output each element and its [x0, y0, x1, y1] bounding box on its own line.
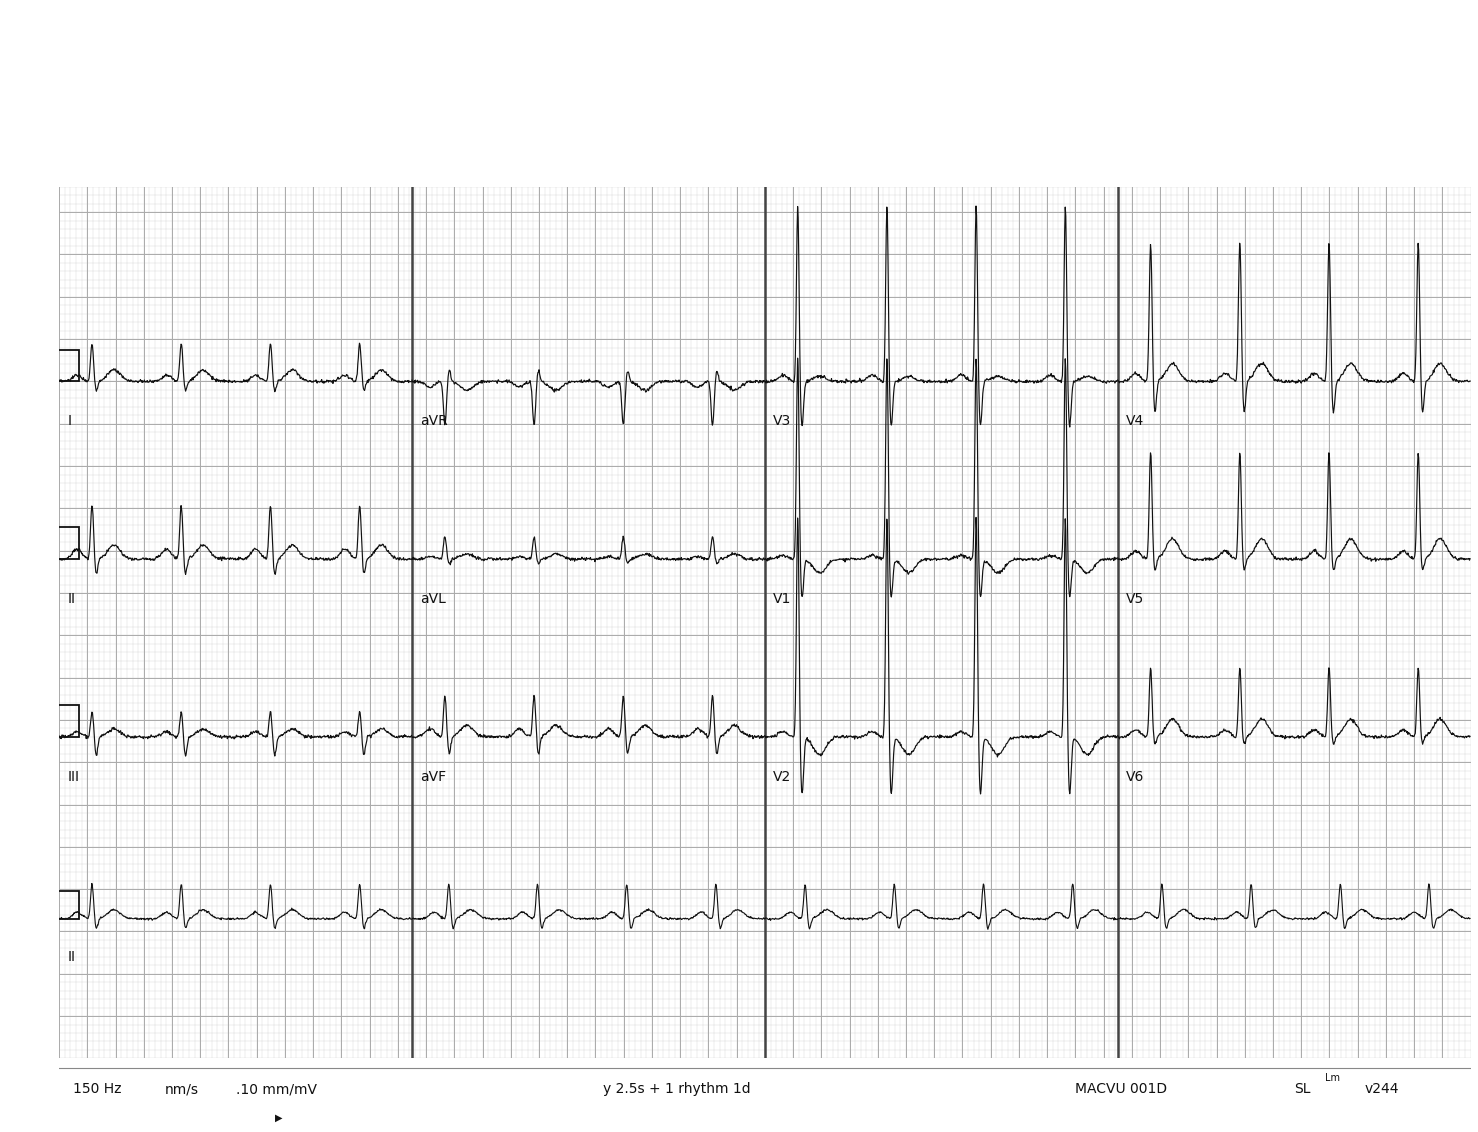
Bar: [53, 891, 78, 919]
Text: V3: V3: [773, 414, 792, 428]
Text: .10 mm/mV: .10 mm/mV: [235, 1082, 316, 1096]
Text: V5: V5: [1126, 592, 1144, 606]
Bar: [53, 705, 78, 737]
Bar: [53, 350, 78, 381]
Text: aVL: aVL: [420, 592, 446, 606]
Text: aVR: aVR: [420, 414, 448, 428]
Text: aVF: aVF: [420, 770, 446, 783]
Text: ▶: ▶: [275, 1113, 282, 1123]
Text: Lm: Lm: [1326, 1073, 1341, 1083]
Text: SL: SL: [1295, 1082, 1311, 1096]
Text: V4: V4: [1126, 414, 1144, 428]
Text: II: II: [68, 950, 75, 964]
Text: III: III: [68, 770, 80, 783]
Text: 150 Hz: 150 Hz: [74, 1082, 121, 1096]
Text: I: I: [68, 414, 71, 428]
Text: V2: V2: [773, 770, 792, 783]
Text: V1: V1: [773, 592, 792, 606]
Text: II: II: [68, 592, 75, 606]
Text: V6: V6: [1126, 770, 1144, 783]
Bar: [53, 528, 78, 559]
Text: MACVU 001D: MACVU 001D: [1076, 1082, 1168, 1096]
Text: y 2.5s + 1 rhythm 1d: y 2.5s + 1 rhythm 1d: [603, 1082, 751, 1096]
Text: nm/s: nm/s: [166, 1082, 200, 1096]
Text: v244: v244: [1364, 1082, 1400, 1096]
